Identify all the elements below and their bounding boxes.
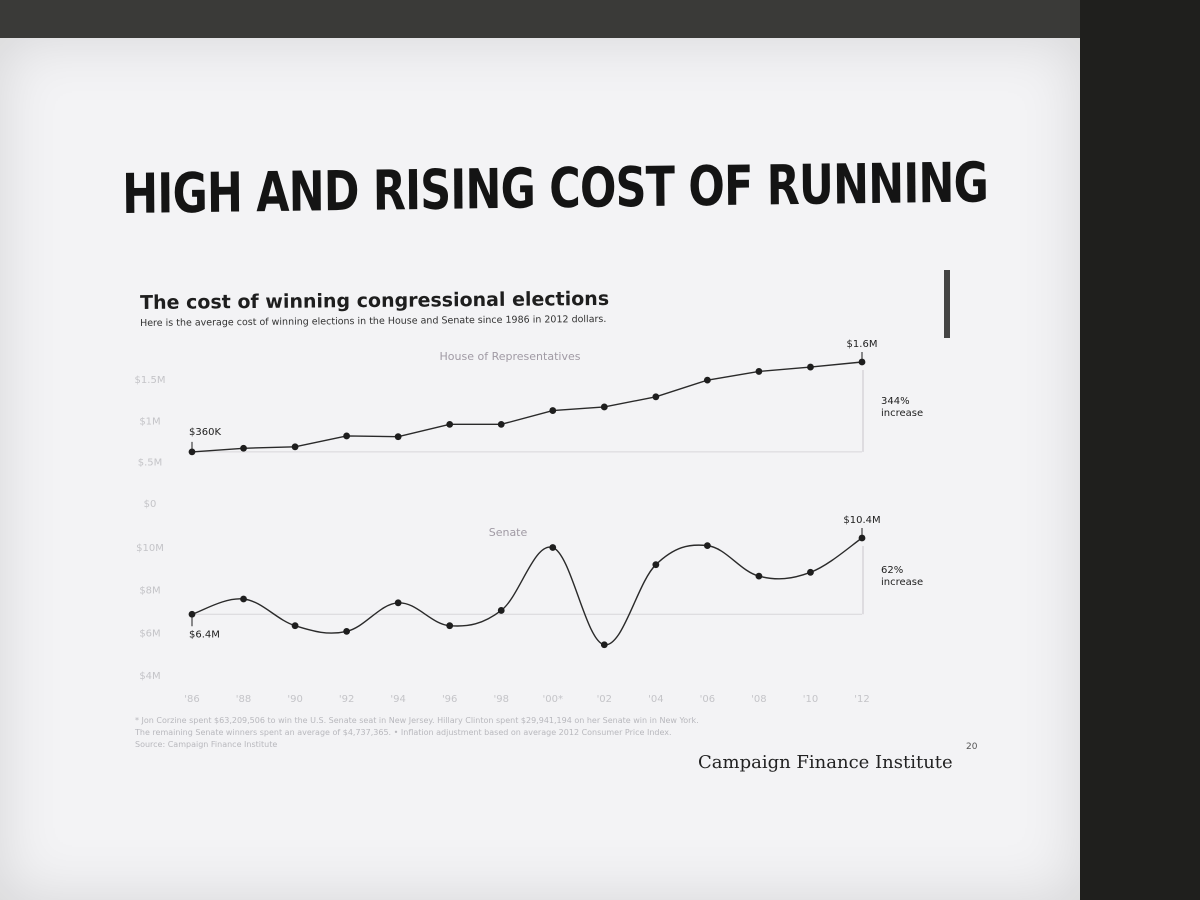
- footnote-line: * Jon Corzine spent $63,209,506 to win t…: [135, 716, 699, 725]
- end-value-label: $10.4M: [843, 515, 880, 526]
- data-point: [240, 595, 247, 603]
- data-point: [240, 444, 247, 452]
- series-line: [191, 361, 863, 453]
- y-tick-label: $.5M: [138, 458, 163, 469]
- data-point: [703, 542, 711, 550]
- percent-change-label: 344%: [881, 396, 910, 407]
- start-value-label: $360K: [189, 427, 221, 438]
- vertical-credit-mark: [944, 270, 950, 338]
- data-point: [549, 544, 557, 551]
- data-point: [600, 641, 608, 649]
- x-tick-label: '86: [184, 694, 199, 705]
- percent-change-caption: increase: [881, 408, 923, 419]
- x-tick-label: '00*: [543, 694, 563, 705]
- y-tick-label: $4M: [139, 671, 160, 682]
- x-tick-label: '12: [854, 694, 869, 705]
- data-point: [446, 622, 454, 630]
- data-point: [600, 403, 608, 411]
- x-tick-label: '10: [803, 694, 818, 705]
- page-number: 20: [966, 742, 978, 752]
- end-value-label: $1.6M: [847, 339, 878, 350]
- data-point: [343, 628, 351, 635]
- footnote-source: Source: Campaign Finance Institute: [135, 740, 278, 749]
- panel-title: House of Representatives: [440, 350, 581, 363]
- y-tick-label: $1.5M: [135, 375, 166, 386]
- series-line: [191, 537, 863, 646]
- x-tick-label: '98: [493, 694, 508, 705]
- data-point: [755, 368, 763, 375]
- x-tick-label: '90: [287, 694, 302, 705]
- data-point: [343, 432, 351, 440]
- footnote-line: The remaining Senate winners spent an av…: [135, 728, 672, 737]
- data-point: [652, 561, 660, 569]
- x-tick-label: '04: [648, 694, 663, 705]
- projected-slide: [0, 38, 1080, 900]
- data-point: [652, 393, 660, 401]
- x-tick-label: '06: [700, 694, 715, 705]
- data-point: [394, 599, 402, 607]
- data-point: [807, 363, 814, 371]
- y-tick-label: $0: [144, 499, 157, 510]
- data-point: [394, 433, 402, 441]
- x-tick-label: '94: [390, 694, 405, 705]
- data-point: [291, 622, 299, 630]
- chart-footnote: * Jon Corzine spent $63,209,506 to win t…: [135, 715, 935, 751]
- y-tick-label: $8M: [139, 586, 160, 597]
- start-value-label: $6.4M: [189, 629, 220, 640]
- campaign-finance-institute-brand: Campaign Finance Institute: [698, 752, 953, 773]
- x-tick-label: '96: [442, 694, 457, 705]
- data-point: [497, 420, 505, 428]
- y-tick-label: $6M: [139, 628, 160, 639]
- screen-right-bezel: [1080, 0, 1200, 900]
- percent-change-caption: increase: [881, 577, 923, 588]
- data-point: [291, 443, 299, 451]
- data-point: [497, 607, 505, 614]
- data-point: [549, 407, 557, 414]
- y-tick-label: $1M: [139, 416, 160, 427]
- x-tick-label: '08: [751, 694, 766, 705]
- data-point: [703, 376, 711, 384]
- data-point: [807, 568, 814, 576]
- y-tick-label: $10M: [136, 543, 164, 554]
- x-tick-label: '88: [236, 694, 251, 705]
- panel-title: Senate: [489, 526, 528, 539]
- data-point: [755, 572, 763, 580]
- percent-change-label: 62%: [881, 565, 903, 576]
- x-tick-label: '02: [597, 694, 612, 705]
- data-point: [446, 420, 454, 428]
- x-tick-label: '92: [339, 694, 354, 705]
